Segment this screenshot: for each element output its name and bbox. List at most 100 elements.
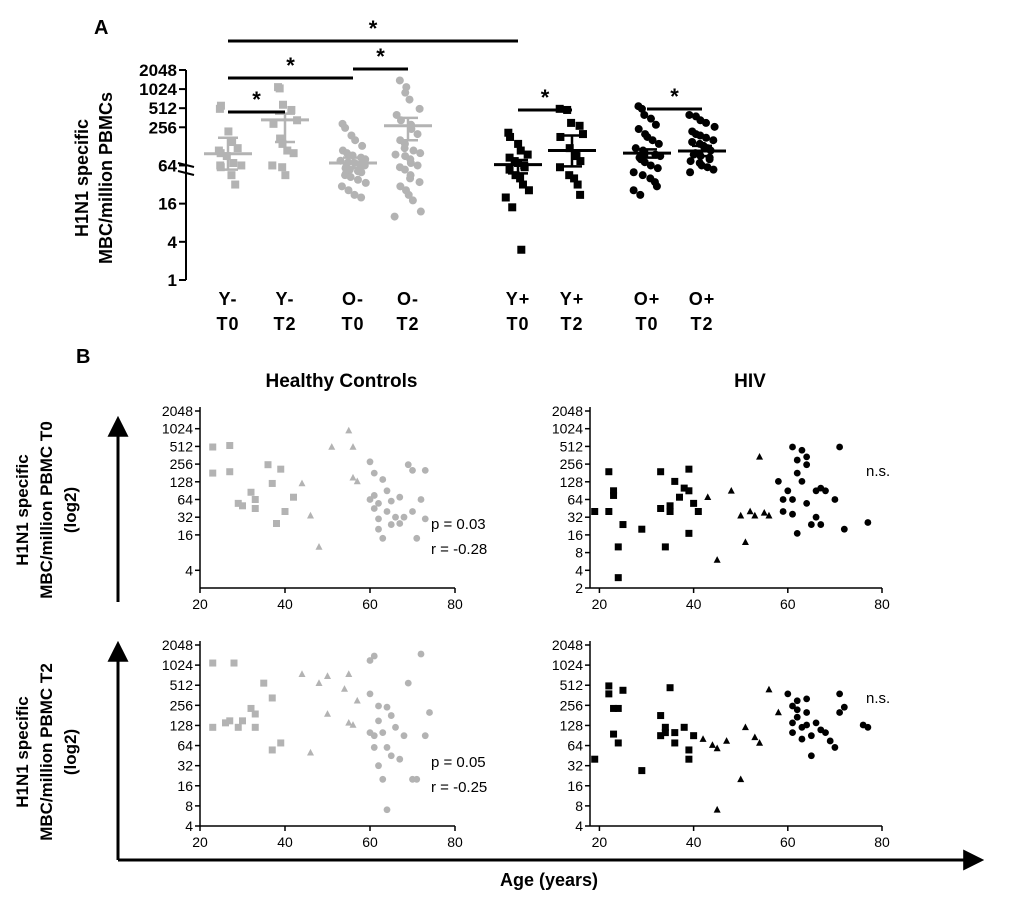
data-point: [404, 679, 412, 687]
panel-a-point: [573, 180, 582, 189]
data-point: [375, 702, 382, 710]
data-point: [690, 499, 698, 507]
data-point: [273, 520, 280, 528]
p-value: p = 0.05: [431, 754, 486, 771]
data-point: [680, 484, 688, 492]
ytick-label: 4: [185, 818, 193, 834]
data-point: [807, 752, 815, 760]
data-point: [591, 508, 599, 516]
panel-a-ytick-label: 256: [149, 118, 177, 137]
data-point: [226, 468, 234, 476]
panel-a-point: [353, 175, 362, 184]
data-point: [657, 732, 665, 740]
data-point: [793, 697, 801, 705]
panel-a-point: [337, 182, 346, 191]
data-point: [727, 486, 735, 494]
panel-a-point: [413, 130, 422, 139]
panel-a-point: [395, 76, 404, 85]
data-point: [421, 732, 429, 740]
data-point: [774, 478, 782, 485]
xtick-label: 80: [874, 596, 890, 612]
panel-a-ytick-label: 16: [158, 195, 177, 214]
data-point: [737, 511, 745, 519]
data-point: [307, 748, 314, 756]
ytick-label: 256: [560, 697, 584, 713]
panel-a-point: [279, 100, 288, 109]
panel-a-category-label: O+: [689, 289, 716, 309]
age-axis-label: Age (years): [500, 870, 598, 890]
panel-a-point: [646, 161, 655, 170]
panel-a-point: [508, 203, 517, 212]
data-point: [328, 443, 336, 450]
data-point: [353, 477, 361, 485]
data-point: [741, 723, 749, 731]
panel-a-point: [215, 104, 224, 113]
ytick-label: 32: [567, 758, 583, 774]
panel-a-point: [275, 84, 284, 93]
data-point: [375, 515, 382, 523]
data-point: [239, 717, 246, 725]
data-point: [614, 574, 622, 582]
data-point: [610, 487, 618, 495]
xtick-label: 80: [447, 596, 463, 612]
panel-a-point: [501, 193, 510, 202]
data-point: [694, 508, 702, 516]
data-point: [315, 679, 323, 686]
data-point: [226, 717, 234, 725]
panel-a-point: [216, 163, 225, 172]
data-point: [666, 508, 674, 516]
panel-b-t2-ylabel-line3: (log2): [61, 729, 80, 775]
data-point: [375, 499, 382, 507]
data-point: [209, 443, 217, 451]
panel-a-point: [341, 123, 350, 132]
data-point: [779, 496, 787, 503]
panel-b-t2-ylabel-line2: MBC/million PBMC T2: [37, 663, 56, 841]
panel-a-point: [287, 105, 296, 114]
data-point: [661, 723, 669, 731]
data-point: [226, 442, 234, 450]
data-point: [370, 732, 378, 740]
ytick-label: 8: [575, 798, 583, 814]
panel-a-category-label: T2: [396, 314, 419, 334]
data-point: [345, 718, 353, 726]
panel-a-category-label: T0: [635, 314, 658, 334]
panel-b-hiv-t2: 4 8 16 32 64 128 256 512 1024 2048 20 40 60 80 n.s.: [552, 637, 890, 850]
panel-a-point: [640, 158, 649, 167]
ytick-label: 256: [560, 456, 584, 472]
panel-a-point: [357, 168, 366, 177]
xtick-label: 20: [592, 834, 608, 850]
panel-a-point: [520, 163, 529, 172]
data-point: [784, 487, 792, 495]
data-point: [666, 684, 674, 692]
ytick-label: 2048: [162, 403, 193, 419]
panel-a-point: [416, 149, 425, 158]
panel-a-point: [283, 146, 292, 155]
data-point: [713, 556, 721, 563]
panel-a-category-label: T0: [216, 314, 239, 334]
data-point: [708, 741, 716, 748]
data-point: [798, 735, 806, 743]
data-point: [315, 543, 323, 550]
data-point: [666, 502, 674, 510]
data-point: [298, 670, 306, 677]
panel-a-point: [227, 171, 236, 180]
ytick-label: 32: [177, 509, 193, 525]
data-point: [209, 659, 217, 667]
data-point: [614, 704, 622, 712]
panel-a-point: [524, 186, 533, 195]
data-point: [793, 529, 801, 537]
panel-a-point: [640, 110, 649, 119]
panel-a-category-label: Y+: [560, 289, 585, 309]
ytick-label: 32: [567, 509, 583, 525]
data-point: [737, 775, 745, 783]
ytick-label: 2: [575, 580, 583, 596]
data-point: [370, 744, 378, 751]
data-point: [268, 694, 276, 702]
panel-a-point: [710, 122, 719, 131]
data-point: [789, 729, 796, 737]
data-point: [379, 729, 387, 737]
panel-a-point: [638, 171, 647, 180]
data-point: [366, 458, 374, 466]
data-point: [793, 469, 801, 477]
panel-a-point: [278, 139, 287, 148]
